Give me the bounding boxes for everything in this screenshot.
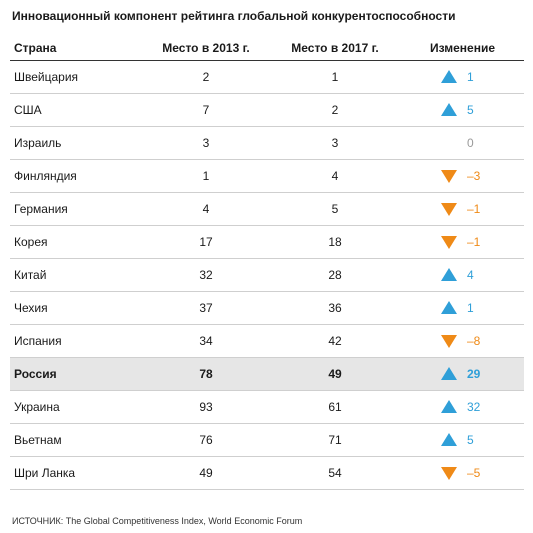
change-cell: –5 xyxy=(401,456,524,490)
table-row: Швейцария 2 1 1 xyxy=(10,60,524,94)
table-header-row: Страна Место в 2013 г. Место в 2017 г. И… xyxy=(10,38,524,61)
table-title: Инновационный компонент рейтинга глобаль… xyxy=(12,9,456,23)
rank-2013-cell: 2 xyxy=(143,60,269,94)
triangle-up-icon xyxy=(441,103,457,116)
table-row: Украина 93 61 32 xyxy=(10,390,524,424)
change-cell: 0 xyxy=(401,126,524,160)
change-value: 32 xyxy=(467,400,481,414)
table-row: Россия 78 49 29 xyxy=(10,357,524,391)
country-cell: Шри Ланка xyxy=(10,456,143,490)
rank-2017-cell: 54 xyxy=(269,456,401,490)
triangle-down-icon xyxy=(441,335,457,348)
rank-2017-cell: 18 xyxy=(269,225,401,259)
country-cell: Россия xyxy=(10,357,143,391)
change-value: –8 xyxy=(467,334,481,348)
country-cell: Финляндия xyxy=(10,159,143,193)
table-row: Шри Ланка 49 54 –5 xyxy=(10,456,524,490)
table-row: Вьетнам 76 71 5 xyxy=(10,423,524,457)
triangle-up-icon xyxy=(441,400,457,413)
rank-2013-cell: 76 xyxy=(143,423,269,457)
rank-2017-cell: 42 xyxy=(269,324,401,358)
rank-2013-cell: 49 xyxy=(143,456,269,490)
triangle-up-icon xyxy=(441,70,457,83)
rank-2013-cell: 1 xyxy=(143,159,269,193)
change-cell: –1 xyxy=(401,192,524,226)
change-cell: 4 xyxy=(401,258,524,292)
rank-2017-cell: 28 xyxy=(269,258,401,292)
table-body: Швейцария 2 1 1 США 7 2 5 Израиль 3 3 0 Финляндия 1 4–… xyxy=(10,60,524,490)
table-row: Чехия 37 36 1 xyxy=(10,291,524,325)
triangle-up-icon xyxy=(441,367,457,380)
rank-2017-cell: 4 xyxy=(269,159,401,193)
change-value: –5 xyxy=(467,466,481,480)
change-cell: –8 xyxy=(401,324,524,358)
change-value: 4 xyxy=(467,268,474,282)
change-value: 29 xyxy=(467,367,481,381)
rank-2017-cell: 5 xyxy=(269,192,401,226)
table-row: Китай 32 28 4 xyxy=(10,258,524,292)
rank-2017-cell: 36 xyxy=(269,291,401,325)
rank-2013-cell: 17 xyxy=(143,225,269,259)
country-cell: Китай xyxy=(10,258,143,292)
change-cell: –1 xyxy=(401,225,524,259)
change-value: –1 xyxy=(467,235,481,249)
change-cell: 32 xyxy=(401,390,524,424)
table-row: Израиль 3 3 0 xyxy=(10,126,524,160)
column-header-country: Страна xyxy=(10,38,143,61)
country-cell: Украина xyxy=(10,390,143,424)
column-header-change: Изменение xyxy=(401,38,524,61)
table-row: США 7 2 5 xyxy=(10,93,524,127)
triangle-up-icon xyxy=(441,301,457,314)
triangle-down-icon xyxy=(441,203,457,216)
change-cell: 5 xyxy=(401,93,524,127)
change-value: 5 xyxy=(467,433,474,447)
triangle-down-icon xyxy=(441,236,457,249)
table-row: Финляндия 1 4 –3 xyxy=(10,159,524,193)
change-cell: 29 xyxy=(401,357,524,391)
rank-2013-cell: 3 xyxy=(143,126,269,160)
change-value: 1 xyxy=(467,301,474,315)
rank-2017-cell: 1 xyxy=(269,60,401,94)
rank-2017-cell: 71 xyxy=(269,423,401,457)
country-cell: Испания xyxy=(10,324,143,358)
rank-2013-cell: 32 xyxy=(143,258,269,292)
source-note: ИСТОЧНИК: The Global Competitiveness Ind… xyxy=(12,516,303,526)
rank-2013-cell: 78 xyxy=(143,357,269,391)
rank-2013-cell: 34 xyxy=(143,324,269,358)
table-row: Испания 34 42 –8 xyxy=(10,324,524,358)
country-cell: Швейцария xyxy=(10,60,143,94)
change-cell: 5 xyxy=(401,423,524,457)
change-value: –3 xyxy=(467,169,481,183)
rank-2017-cell: 61 xyxy=(269,390,401,424)
country-cell: Корея xyxy=(10,225,143,259)
rank-2013-cell: 7 xyxy=(143,93,269,127)
country-cell: Чехия xyxy=(10,291,143,325)
triangle-up-icon xyxy=(441,433,457,446)
triangle-down-icon xyxy=(441,170,457,183)
rank-2013-cell: 93 xyxy=(143,390,269,424)
rank-2017-cell: 2 xyxy=(269,93,401,127)
country-cell: США xyxy=(10,93,143,127)
country-cell: Германия xyxy=(10,192,143,226)
table-row: Корея 17 18 –1 xyxy=(10,225,524,259)
change-value: –1 xyxy=(467,202,481,216)
rank-2017-cell: 3 xyxy=(269,126,401,160)
ranking-table: Страна Место в 2013 г. Место в 2017 г. И… xyxy=(10,38,524,490)
rank-2013-cell: 37 xyxy=(143,291,269,325)
change-value: 0 xyxy=(467,136,474,150)
country-cell: Израиль xyxy=(10,126,143,160)
change-cell: –3 xyxy=(401,159,524,193)
column-header-rank-2017: Место в 2017 г. xyxy=(269,38,401,61)
change-value: 1 xyxy=(467,70,474,84)
rank-2013-cell: 4 xyxy=(143,192,269,226)
table-row: Германия 4 5 –1 xyxy=(10,192,524,226)
change-cell: 1 xyxy=(401,291,524,325)
change-cell: 1 xyxy=(401,60,524,94)
triangle-down-icon xyxy=(441,467,457,480)
country-cell: Вьетнам xyxy=(10,423,143,457)
change-value: 5 xyxy=(467,103,474,117)
triangle-up-icon xyxy=(441,268,457,281)
column-header-rank-2013: Место в 2013 г. xyxy=(143,38,269,61)
rank-2017-cell: 49 xyxy=(269,357,401,391)
